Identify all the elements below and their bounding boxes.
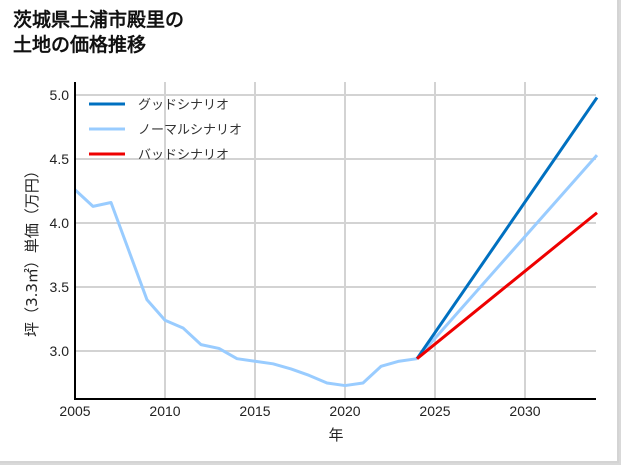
x-tick-label: 2025 — [419, 403, 450, 419]
chart-title: 茨城県土浦市殿里の 土地の価格推移 — [13, 8, 184, 58]
x-axis-label: 年 — [328, 426, 343, 444]
series-line — [415, 154, 599, 360]
chart-title-line2: 土地の価格推移 — [13, 34, 147, 56]
legend-label: グッドシナリオ — [138, 98, 229, 113]
x-tick-label: 2015 — [239, 403, 270, 419]
legend-label: ノーマルシナリオ — [138, 123, 242, 138]
chart-title-line1: 茨城県土浦市殿里の — [13, 9, 185, 31]
series-line — [415, 96, 599, 360]
y-tick-label: 3.0 — [50, 343, 70, 359]
x-tick-label: 2030 — [509, 403, 540, 419]
y-tick-label: 3.5 — [50, 279, 70, 295]
y-tick-label: 4.0 — [50, 215, 70, 231]
y-tick-label: 5.0 — [50, 87, 70, 103]
y-tick-label: 4.5 — [50, 151, 70, 167]
legend-label: バッドシナリオ — [138, 148, 229, 163]
series-line — [73, 188, 418, 388]
x-tick-label: 2010 — [149, 403, 180, 419]
series-line — [416, 211, 598, 360]
x-tick-label: 2020 — [329, 403, 360, 419]
y-axis-label: 坪（3.3㎡）単価（万円） — [23, 163, 41, 337]
x-tick-label: 2005 — [59, 403, 90, 419]
